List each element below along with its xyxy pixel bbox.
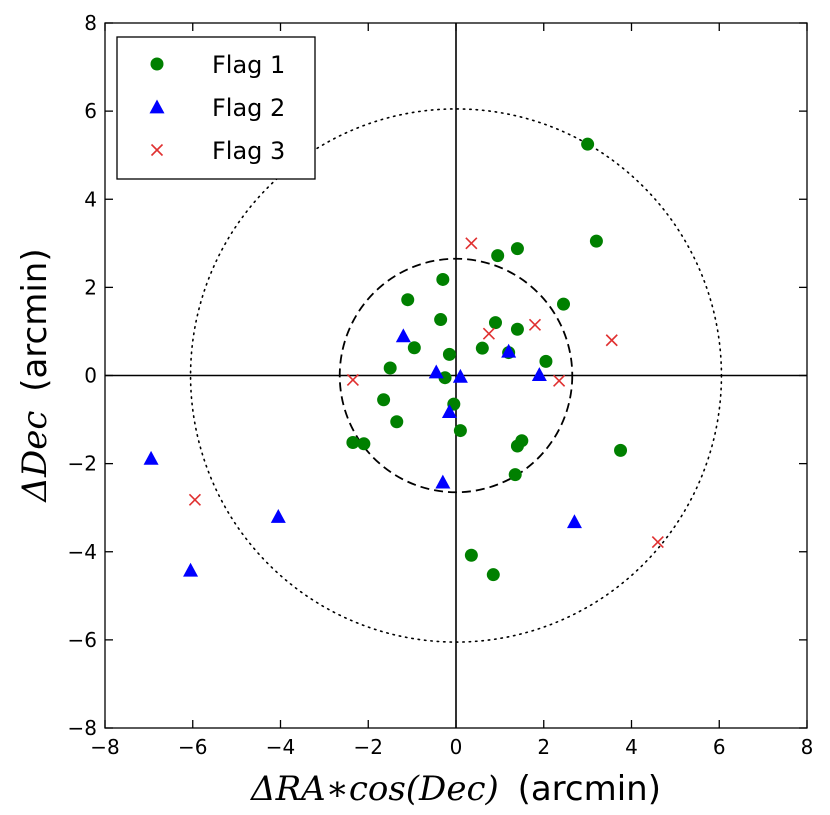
triangle-point xyxy=(441,404,457,419)
circle-point xyxy=(510,322,524,336)
circle-point xyxy=(357,437,371,451)
x-point xyxy=(482,327,495,340)
circle-point xyxy=(488,316,502,330)
y-tick-label: 2 xyxy=(84,275,97,299)
legend-label: Flag 3 xyxy=(212,137,285,165)
y-axis-label-unit: (arcmin) xyxy=(15,248,55,391)
x-point xyxy=(528,318,542,331)
circle-point xyxy=(475,341,489,355)
x-tick-label: −8 xyxy=(90,735,119,759)
legend-box xyxy=(116,36,316,180)
circle-point xyxy=(377,393,391,407)
circle-point xyxy=(581,137,595,151)
x-point xyxy=(346,373,359,386)
y-tick-label: −6 xyxy=(68,628,97,652)
circle-point xyxy=(442,347,456,361)
triangle-point xyxy=(435,474,451,489)
data-points xyxy=(143,137,664,582)
triangle-point xyxy=(395,328,411,343)
plot-frame xyxy=(104,22,808,729)
y-tick-label: 6 xyxy=(84,99,97,123)
legend-label: Flag 2 xyxy=(212,94,285,122)
series-flag-2 xyxy=(143,328,582,577)
x-tick-label: 0 xyxy=(450,735,463,759)
circle-point xyxy=(436,272,450,286)
x-point xyxy=(651,535,664,549)
y-axis-label-math: ΔDec xyxy=(15,411,55,504)
y-tick-label: 4 xyxy=(84,187,97,211)
x-axis-label-unit: (arcmin) xyxy=(518,769,661,809)
x-tick-label: 2 xyxy=(537,735,550,759)
circle-point xyxy=(438,371,452,385)
y-axis-label: ΔDec (arcmin) xyxy=(15,248,55,503)
y-tick-label: −8 xyxy=(68,716,97,740)
y-tick-label: 0 xyxy=(84,364,97,388)
circle-point xyxy=(390,415,404,429)
triangle-point xyxy=(428,364,444,379)
x-tick-label: 4 xyxy=(625,735,638,759)
circle-point xyxy=(401,293,415,307)
circle-point xyxy=(508,468,522,482)
circle-point xyxy=(510,439,524,453)
x-axis-label: ΔRA∗cos(Dec) (arcmin) xyxy=(249,769,661,809)
x-point xyxy=(605,334,618,347)
triangle-point xyxy=(183,562,199,577)
x-tick-label: −2 xyxy=(354,735,383,759)
x-tick-label: 8 xyxy=(801,735,814,759)
series-flag-3 xyxy=(188,237,664,549)
axis-ticks: −8 −6 −4 −2 0 2 4 6 8 −8 −6 −4 −2 0 2 4 6 8 xyxy=(68,11,814,759)
legend-item: Flag 2 xyxy=(149,94,285,122)
legend-item: Flag 3 xyxy=(150,137,285,165)
x-tick-label: −4 xyxy=(266,735,295,759)
circle-point xyxy=(614,443,628,457)
reference-lines xyxy=(105,23,807,728)
circle-point xyxy=(539,354,553,368)
x-point xyxy=(465,237,478,250)
y-tick-label: −4 xyxy=(68,540,97,564)
circle-point xyxy=(510,242,524,256)
circle-point xyxy=(589,234,603,248)
x-point xyxy=(553,374,566,387)
circle-point xyxy=(383,361,397,375)
x-point xyxy=(188,493,202,506)
triangle-point xyxy=(452,368,468,383)
triangle-point xyxy=(501,343,517,358)
circle-point xyxy=(556,297,570,311)
triangle-point xyxy=(566,514,582,529)
triangle-point xyxy=(143,450,159,465)
x-tick-label: 6 xyxy=(713,735,726,759)
circle-point xyxy=(486,568,500,582)
circle-point xyxy=(346,435,360,449)
circle-point xyxy=(464,548,478,562)
triangle-point xyxy=(531,367,547,381)
circle-point xyxy=(407,341,421,355)
x-axis-label-math: ΔRA∗cos(Dec) xyxy=(249,769,499,809)
legend-label: Flag 1 xyxy=(212,51,285,79)
y-tick-label: 8 xyxy=(84,11,97,35)
legend-item: Flag 1 xyxy=(150,51,285,79)
x-tick-label: −6 xyxy=(178,735,207,759)
legend-circle-marker xyxy=(150,57,164,71)
circle-point xyxy=(491,249,505,263)
triangle-point xyxy=(270,509,286,523)
legend-triangle-marker xyxy=(149,99,165,114)
legend: Flag 1 Flag 2 Flag 3 xyxy=(116,36,316,180)
circle-point xyxy=(453,424,467,438)
circle-point xyxy=(434,313,448,327)
legend-x-marker xyxy=(150,143,164,157)
series-flag-1 xyxy=(346,137,628,582)
y-tick-label: −2 xyxy=(68,452,97,476)
